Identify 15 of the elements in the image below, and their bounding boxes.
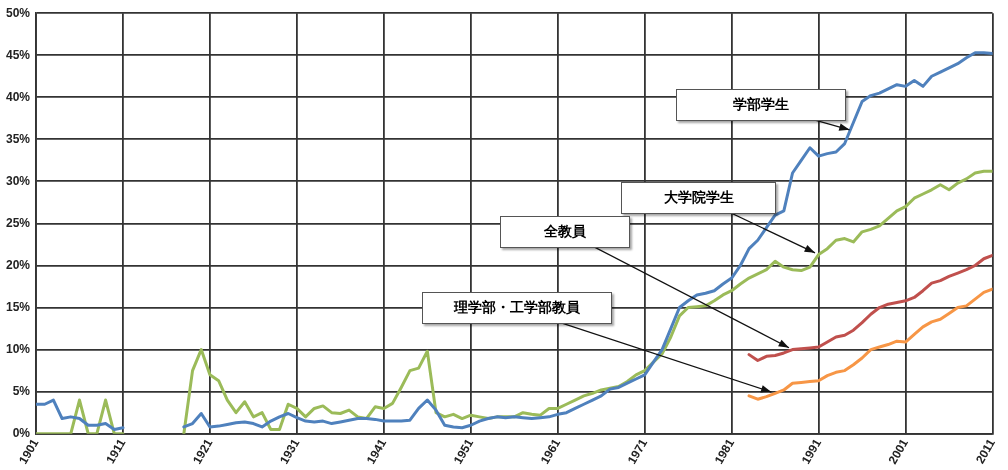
y-tick-label: 50% (5, 5, 31, 20)
y-tick-label: 40% (5, 89, 31, 104)
y-tick-label: 10% (5, 341, 31, 356)
y-tick-label: 15% (5, 299, 31, 314)
y-tick-label: 25% (5, 215, 31, 230)
y-tick-label: 35% (5, 131, 31, 146)
callout-box: 大学院学生 (621, 181, 777, 214)
y-tick-label: 30% (5, 173, 31, 188)
callout-box: 理学部・工学部教員 (422, 292, 613, 325)
y-tick-label: 20% (5, 257, 31, 272)
y-tick-label: 45% (5, 47, 31, 62)
callout-box: 学部学生 (676, 88, 847, 121)
y-tick-label: 0% (12, 425, 31, 440)
y-tick-label: 5% (12, 383, 31, 398)
callout-box: 全教員 (499, 215, 630, 248)
